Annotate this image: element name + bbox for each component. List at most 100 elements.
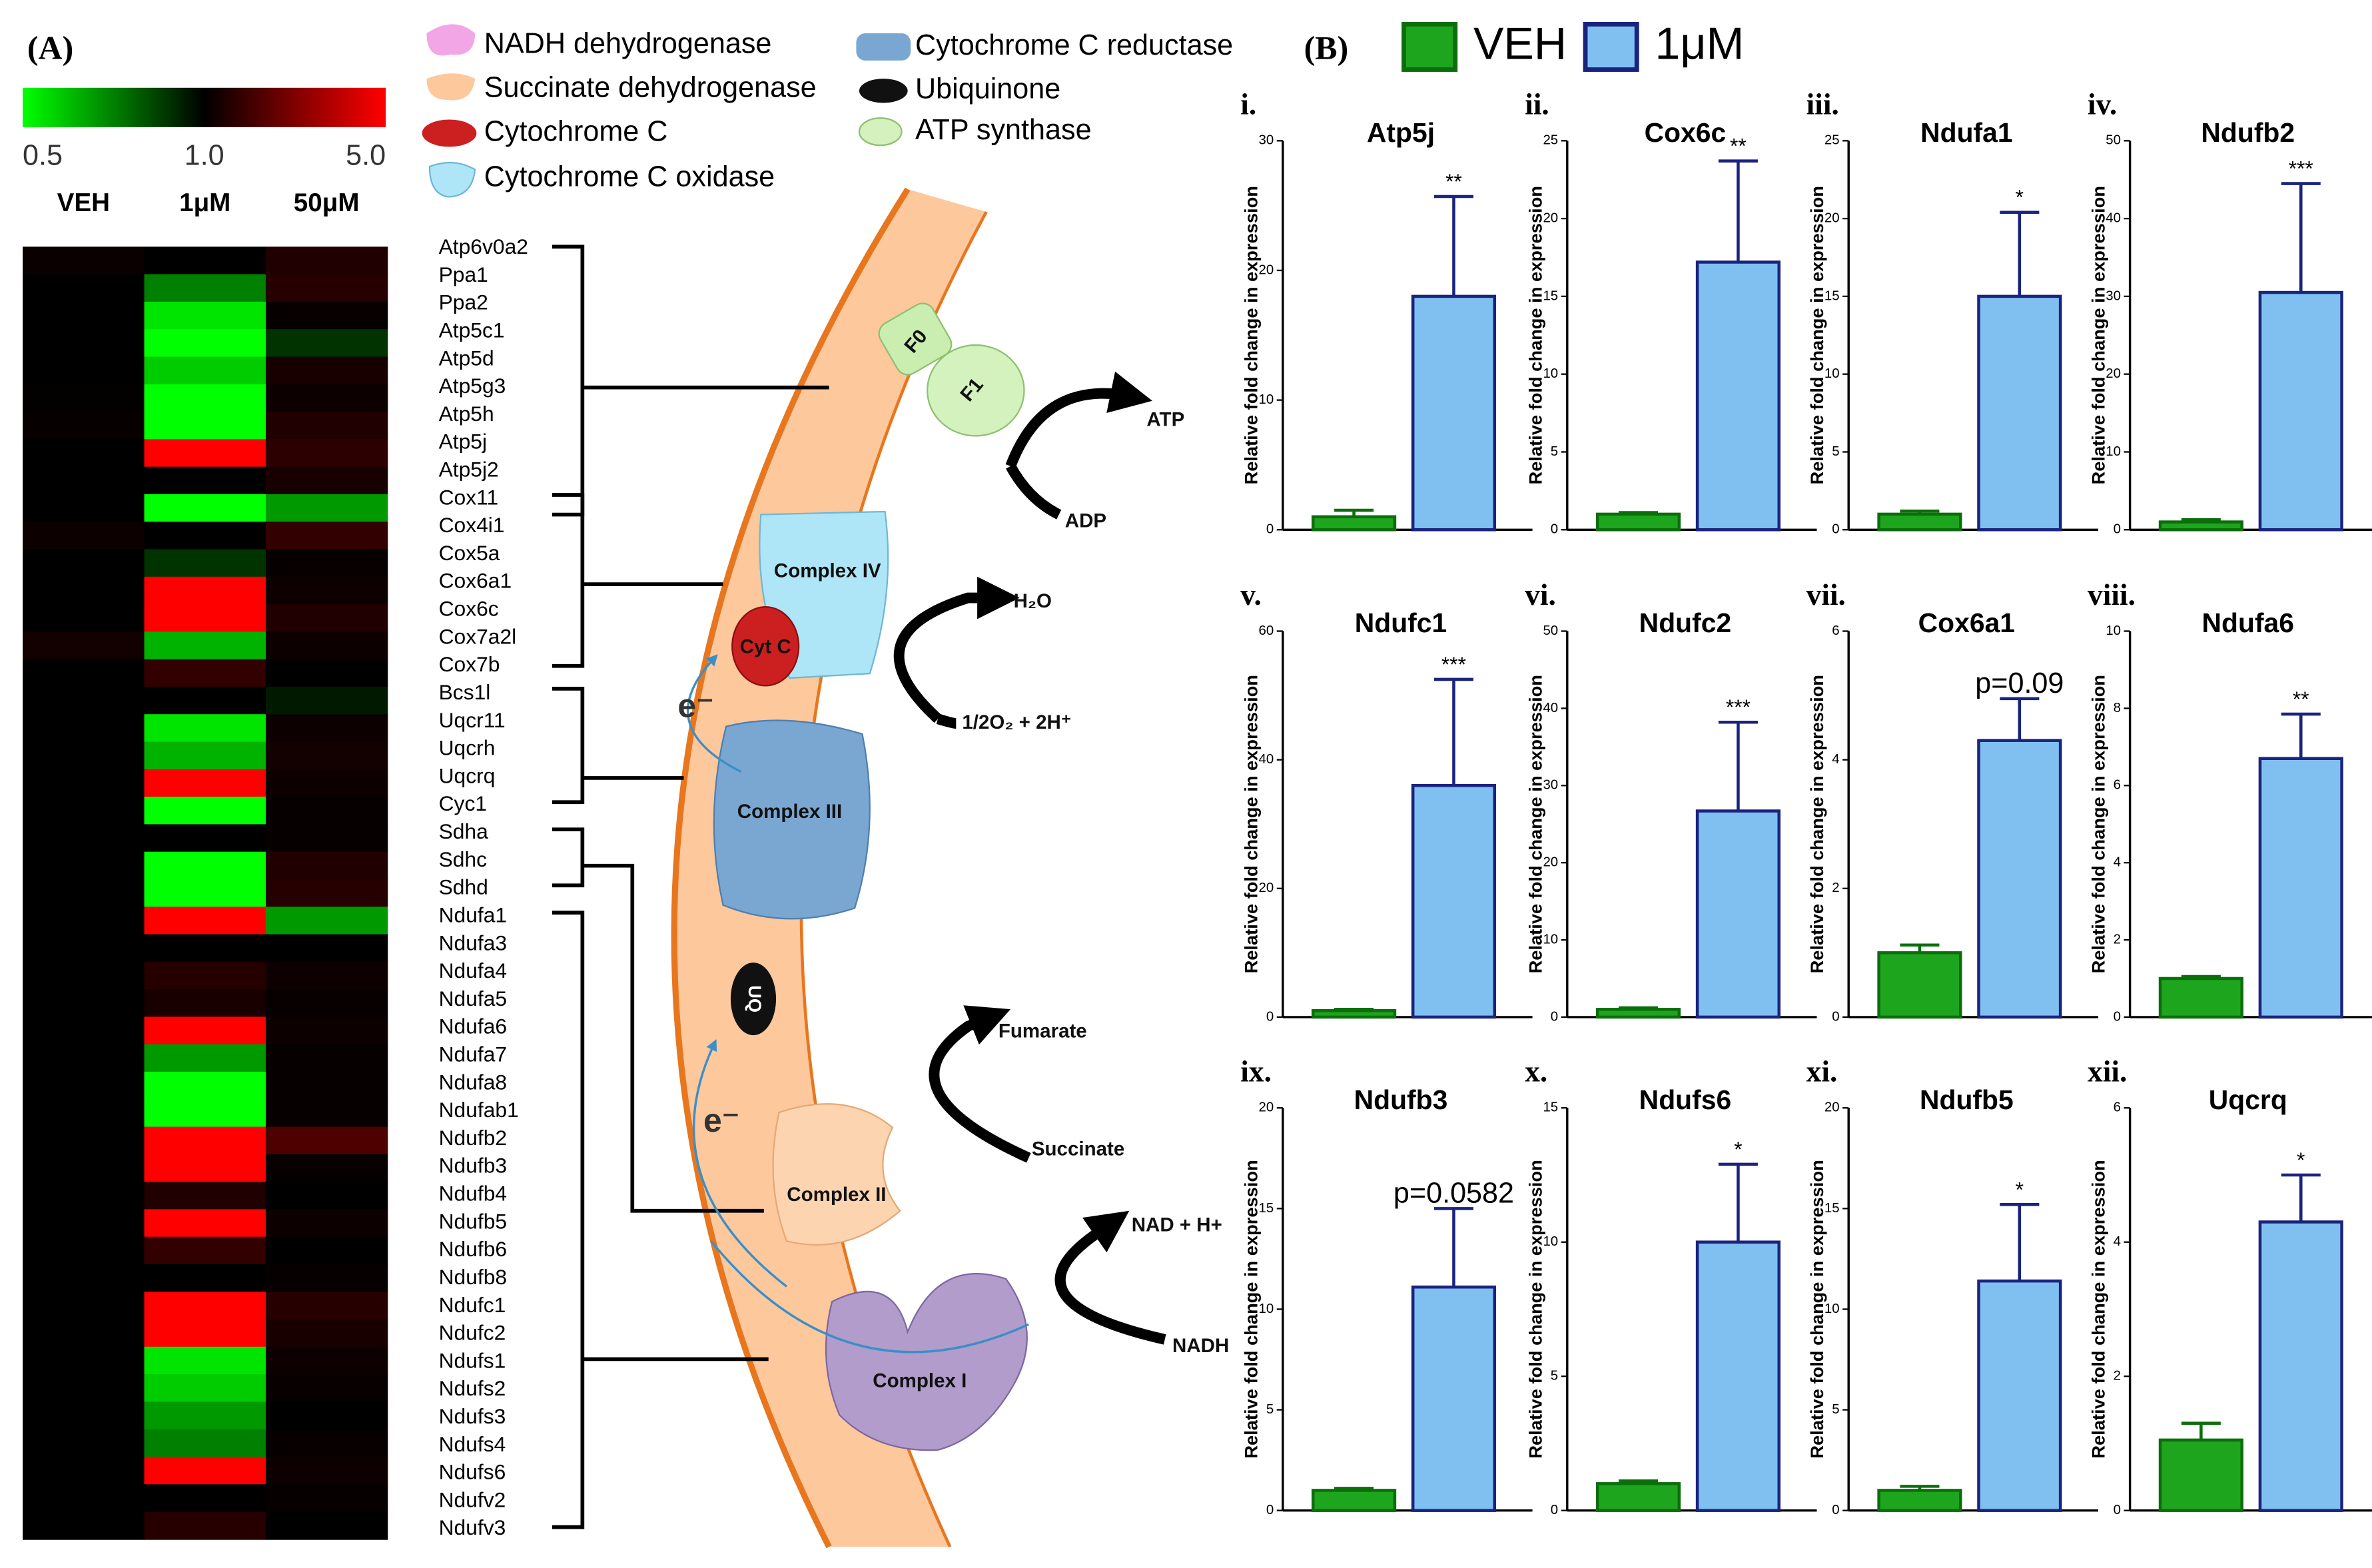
heatmap-cell: [144, 301, 266, 330]
y-axis-label: Relative fold change in expression: [1525, 186, 1546, 484]
y-tick-label: 0: [1551, 1502, 1558, 1517]
heatmap-cell: [144, 824, 266, 853]
complex-i-label: Complex I: [873, 1370, 967, 1391]
y-axis-label: Relative fold change in expression: [1241, 675, 1262, 973]
panel-numeral: xii.: [2088, 1055, 2127, 1088]
heatmap-cell: [265, 879, 388, 908]
row-label: Ppa2: [439, 290, 488, 314]
chart-title: Ndufa1: [1920, 117, 2013, 148]
h2o-label: H₂O: [1014, 590, 1052, 612]
heatmap-cell: [23, 769, 145, 798]
annotation: p=0.09: [1975, 667, 2064, 699]
heatmap-cell: [265, 824, 388, 853]
heatmap-cell: [144, 604, 266, 633]
heatmap-cell: [265, 1346, 388, 1375]
y-tick-label: 20: [1543, 210, 1558, 226]
y-axis-label: Relative fold change in expression: [2088, 675, 2108, 973]
heatmap-cell: [265, 246, 388, 275]
row-label: Ndufb2: [439, 1126, 508, 1150]
y-tick-label: 0: [1266, 522, 1274, 537]
membrane: [674, 189, 987, 1547]
annotation: **: [2293, 687, 2309, 711]
row-label: Ndufv3: [439, 1515, 506, 1539]
row-label: Ndufs6: [439, 1460, 506, 1484]
row-label: Ndufs4: [439, 1432, 506, 1456]
y-axis-label: Relative fold change in expression: [2088, 1160, 2108, 1458]
heatmap-cell: [144, 494, 266, 523]
y-tick-label: 0: [1832, 1008, 1839, 1024]
bar: [1595, 1482, 1681, 1512]
y-tick-label: 0: [1551, 522, 1558, 537]
heatmap-cell: [265, 1429, 388, 1457]
row-label: Cox6c: [439, 597, 499, 621]
heatmap-cell: [23, 1374, 145, 1403]
heatmap-cell: [144, 1209, 266, 1238]
bar: [1695, 809, 1781, 1019]
y-tick-label: 30: [1543, 777, 1558, 793]
heatmap-cell: [144, 769, 266, 798]
heatmap-cell: [144, 879, 266, 908]
chart-title: Ndufc2: [1639, 607, 1732, 638]
charts: VEH 1μM 0.5 1.0 5.0 VEH 1μM 50μM Atp6v0a2 Ppa1 Ppa…: [23, 18, 2372, 1540]
heatmap-cell: [23, 1511, 145, 1540]
y-tick-label: 15: [1824, 288, 1840, 303]
heatmap-cell: [144, 1099, 266, 1128]
y-tick-label: 0: [2114, 1502, 2121, 1517]
arrow: [1054, 1210, 1166, 1345]
y-tick-label: 40: [2106, 210, 2121, 226]
heatmap-cell: [265, 961, 388, 990]
heatmap-cell: [23, 1016, 145, 1045]
heatmap-cell: [265, 274, 388, 302]
row-label: Ndufv2: [439, 1487, 506, 1511]
complex-i: [825, 1273, 1028, 1451]
row-label: Ndufa4: [439, 959, 508, 982]
row-label: Ndufc2: [439, 1321, 506, 1345]
legend-icon: [422, 119, 477, 147]
row-label: Uqcrh: [439, 736, 496, 760]
heatmap-cell: [23, 1429, 145, 1457]
heatmap-cell: [265, 989, 388, 1018]
heatmap-cell: [144, 1236, 266, 1265]
nad-label: NAD + H+: [1132, 1214, 1222, 1236]
heatmap-cell: [23, 879, 145, 908]
membrane-edge: [671, 187, 911, 1549]
heatmap-cell: [265, 907, 388, 935]
chart-title: Ndufb2: [2201, 117, 2295, 148]
y-tick-label: 40: [1543, 700, 1558, 715]
cyt-c-label: Cyt C: [740, 635, 791, 657]
row-label: Ppa1: [439, 262, 488, 286]
y-tick-label: 25: [1543, 133, 1558, 148]
column-label: 50μM: [294, 189, 360, 217]
heatmap-cell: [23, 1154, 145, 1183]
y-tick-label: 5: [1266, 1401, 1274, 1417]
heatmap-cell: [23, 741, 145, 770]
heatmap-cell: [144, 907, 266, 935]
heatmap-cell: [144, 1401, 266, 1430]
row-label: Ndufs3: [439, 1404, 506, 1428]
heatmap-cell: [144, 714, 266, 743]
heatmap-cell: [23, 576, 145, 605]
legend-text: Cytochrome C: [484, 115, 668, 147]
row-label: Ndufa8: [439, 1070, 508, 1094]
row-label: Cox4i1: [439, 513, 505, 537]
annotation: **: [1730, 134, 1747, 158]
heatmap-cell: [23, 274, 145, 302]
y-tick-label: 0: [1832, 1502, 1839, 1517]
y-tick-label: 5: [1832, 444, 1839, 459]
y-tick-label: 10: [1258, 1301, 1274, 1316]
y-tick-label: 60: [1258, 623, 1274, 638]
y-tick-label: 25: [1824, 133, 1840, 148]
heatmap-cell: [144, 1511, 266, 1540]
heatmap-cell: [265, 1484, 388, 1513]
heatmap-cell: [23, 1182, 145, 1210]
heatmap-cell: [144, 576, 266, 605]
y-tick-label: 10: [1258, 392, 1274, 407]
y-tick-label: 15: [1543, 288, 1558, 303]
panel-label: (A): [27, 29, 73, 67]
y-tick-label: 10: [1543, 366, 1558, 381]
annotation: p=0.0582: [1393, 1177, 1514, 1209]
y-tick-label: 0: [1832, 522, 1839, 537]
succinate-label: Succinate: [1032, 1138, 1124, 1160]
bar: [1311, 515, 1397, 532]
heatmap-cell: [144, 1319, 266, 1348]
